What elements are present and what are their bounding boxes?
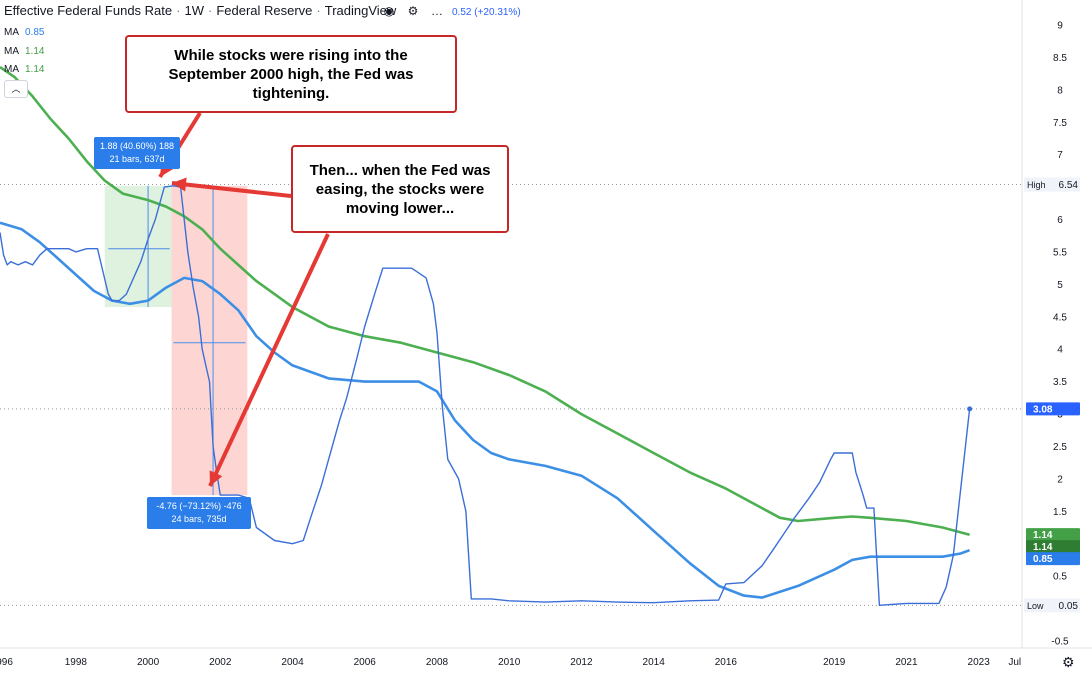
y-tick-label: 8.5	[1053, 53, 1067, 64]
indicator-value: 1.14	[25, 46, 45, 57]
price-marker-label: Low	[1027, 601, 1044, 611]
price-marker	[1024, 177, 1080, 192]
y-tick-label: 3.5	[1053, 377, 1067, 388]
y-tick-label: 9	[1057, 21, 1063, 32]
indicator-label: MA	[4, 27, 19, 38]
y-tick-label: 1.5	[1053, 507, 1067, 518]
chart-header: Effective Federal Funds Rate · 1W · Federal …	[4, 3, 397, 18]
change-label: 0.52 (+20.31%)	[452, 7, 521, 18]
price-tag	[1026, 540, 1080, 554]
price-tag	[1026, 402, 1080, 416]
indicator-ma-2[interactable]: MA 1.14	[4, 46, 44, 57]
price-tag	[1026, 552, 1080, 566]
callout-tightening: While stocks were rising into the Septem…	[125, 35, 457, 113]
x-tick-label: 2021	[895, 657, 918, 668]
symbol-title[interactable]: Effective Federal Funds Rate	[4, 3, 173, 18]
source-label: Federal Reserve	[216, 3, 313, 18]
x-tick-label: 2010	[498, 657, 521, 668]
callout-text: Then... when the Fed was easing, the sto…	[309, 161, 491, 217]
x-tick-label: 2012	[570, 657, 593, 668]
indicator-ma-3[interactable]: MA 1.14	[4, 64, 44, 75]
x-tick-label: 2008	[426, 657, 449, 668]
shade-fall	[171, 185, 248, 496]
y-tick-label: 7	[1057, 150, 1063, 161]
y-tick-label: 2	[1057, 474, 1063, 485]
x-tick-label: 2002	[209, 657, 232, 668]
price-marker-value: 6.54	[1059, 180, 1079, 191]
price-tag-label: 3.08	[1033, 404, 1053, 415]
y-tick-label: -0.5	[1051, 637, 1069, 648]
last-point-marker	[967, 406, 973, 412]
indicator-label: MA	[4, 46, 19, 57]
annotation-arrow	[171, 181, 292, 198]
y-tick-label: 2.5	[1053, 442, 1067, 453]
price-marker-label: High	[1027, 180, 1046, 190]
y-tick-label: 5.5	[1053, 247, 1067, 258]
annotation-arrow-head	[209, 470, 223, 486]
x-tick-label: 2006	[354, 657, 377, 668]
x-tick-label: 2000	[137, 657, 160, 668]
series-line-ma_blue	[0, 221, 971, 599]
measure-value: -4.76 (−73.12%) -476	[156, 501, 242, 511]
x-tick-label: 1996	[0, 657, 13, 668]
annotation-arrow-head	[172, 177, 187, 192]
annotation-arrow	[208, 233, 330, 487]
x-tick-label: 1998	[65, 657, 88, 668]
indicator-ma-1[interactable]: MA 0.85	[4, 27, 44, 38]
interval-label[interactable]: 1W	[184, 3, 204, 18]
y-tick-label: 0.5	[1053, 572, 1067, 583]
price-tag	[1026, 528, 1080, 542]
price-marker	[1024, 598, 1080, 613]
measure-label-rise: 1.88 (40.60%) 188 21 bars, 637d	[94, 137, 180, 169]
x-tick-label: 2023	[968, 657, 991, 668]
y-tick-label: 5	[1057, 280, 1063, 291]
price-tag-label: 0.85	[1033, 554, 1053, 565]
price-tag-label: 1.14	[1033, 530, 1053, 541]
x-tick-label: 2004	[281, 657, 304, 668]
settings-icon[interactable]: ⚙	[407, 4, 419, 18]
x-tick-label: 2019	[823, 657, 846, 668]
indicator-value: 0.85	[25, 27, 45, 38]
x-tick-label: 2014	[643, 657, 666, 668]
collapse-indicators-button[interactable]: ︿	[4, 80, 28, 98]
series-line-rate	[0, 185, 971, 606]
price-tag-label: 1.14	[1033, 542, 1053, 553]
callout-text: While stocks were rising into the Septem…	[168, 46, 414, 102]
price-marker-value: 0.05	[1059, 601, 1079, 612]
indicator-value: 1.14	[25, 64, 45, 75]
indicator-label: MA	[4, 64, 19, 75]
measure-label-fall: -4.76 (−73.12%) -476 24 bars, 735d	[147, 497, 251, 529]
measure-span: 24 bars, 735d	[171, 514, 227, 524]
y-tick-label: 7.5	[1053, 118, 1067, 129]
eye-icon[interactable]: ◉	[383, 4, 395, 18]
chart-settings-icon[interactable]: ⚙	[1062, 654, 1075, 670]
y-tick-label: 4.5	[1053, 312, 1067, 323]
y-tick-label: 4	[1057, 345, 1063, 356]
platform-label: TradingView	[324, 3, 397, 18]
chevron-up-icon: ︿	[11, 84, 21, 94]
x-tick-label: 2016	[715, 657, 738, 668]
series-line-ma_green	[0, 66, 970, 536]
y-tick-label: 6	[1057, 215, 1063, 226]
x-tick-label: Jul	[1008, 657, 1021, 668]
callout-easing: Then... when the Fed was easing, the sto…	[291, 145, 509, 233]
measure-span: 21 bars, 637d	[109, 154, 165, 164]
y-tick-label: 8	[1057, 85, 1063, 96]
more-icon[interactable]: …	[431, 4, 443, 18]
measure-value: 1.88 (40.60%) 188	[99, 141, 175, 151]
shade-rise	[104, 185, 172, 308]
